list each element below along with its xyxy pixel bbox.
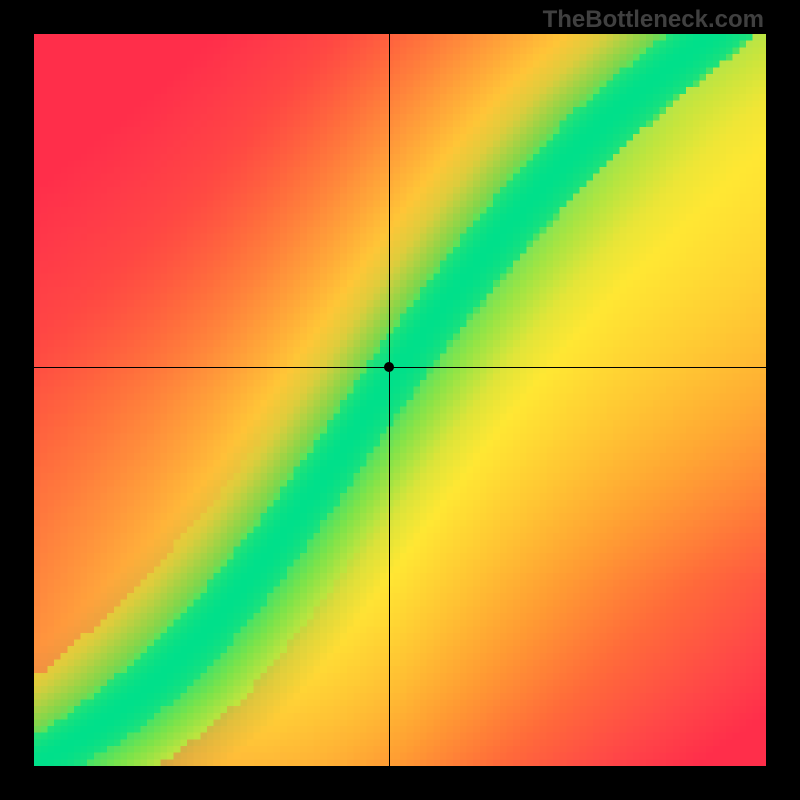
heatmap-plot	[34, 34, 766, 766]
crosshair-marker	[384, 362, 394, 372]
crosshair-horizontal	[34, 367, 766, 368]
heatmap-canvas	[34, 34, 766, 766]
crosshair-vertical	[389, 34, 390, 766]
watermark-text: TheBottleneck.com	[543, 6, 764, 34]
